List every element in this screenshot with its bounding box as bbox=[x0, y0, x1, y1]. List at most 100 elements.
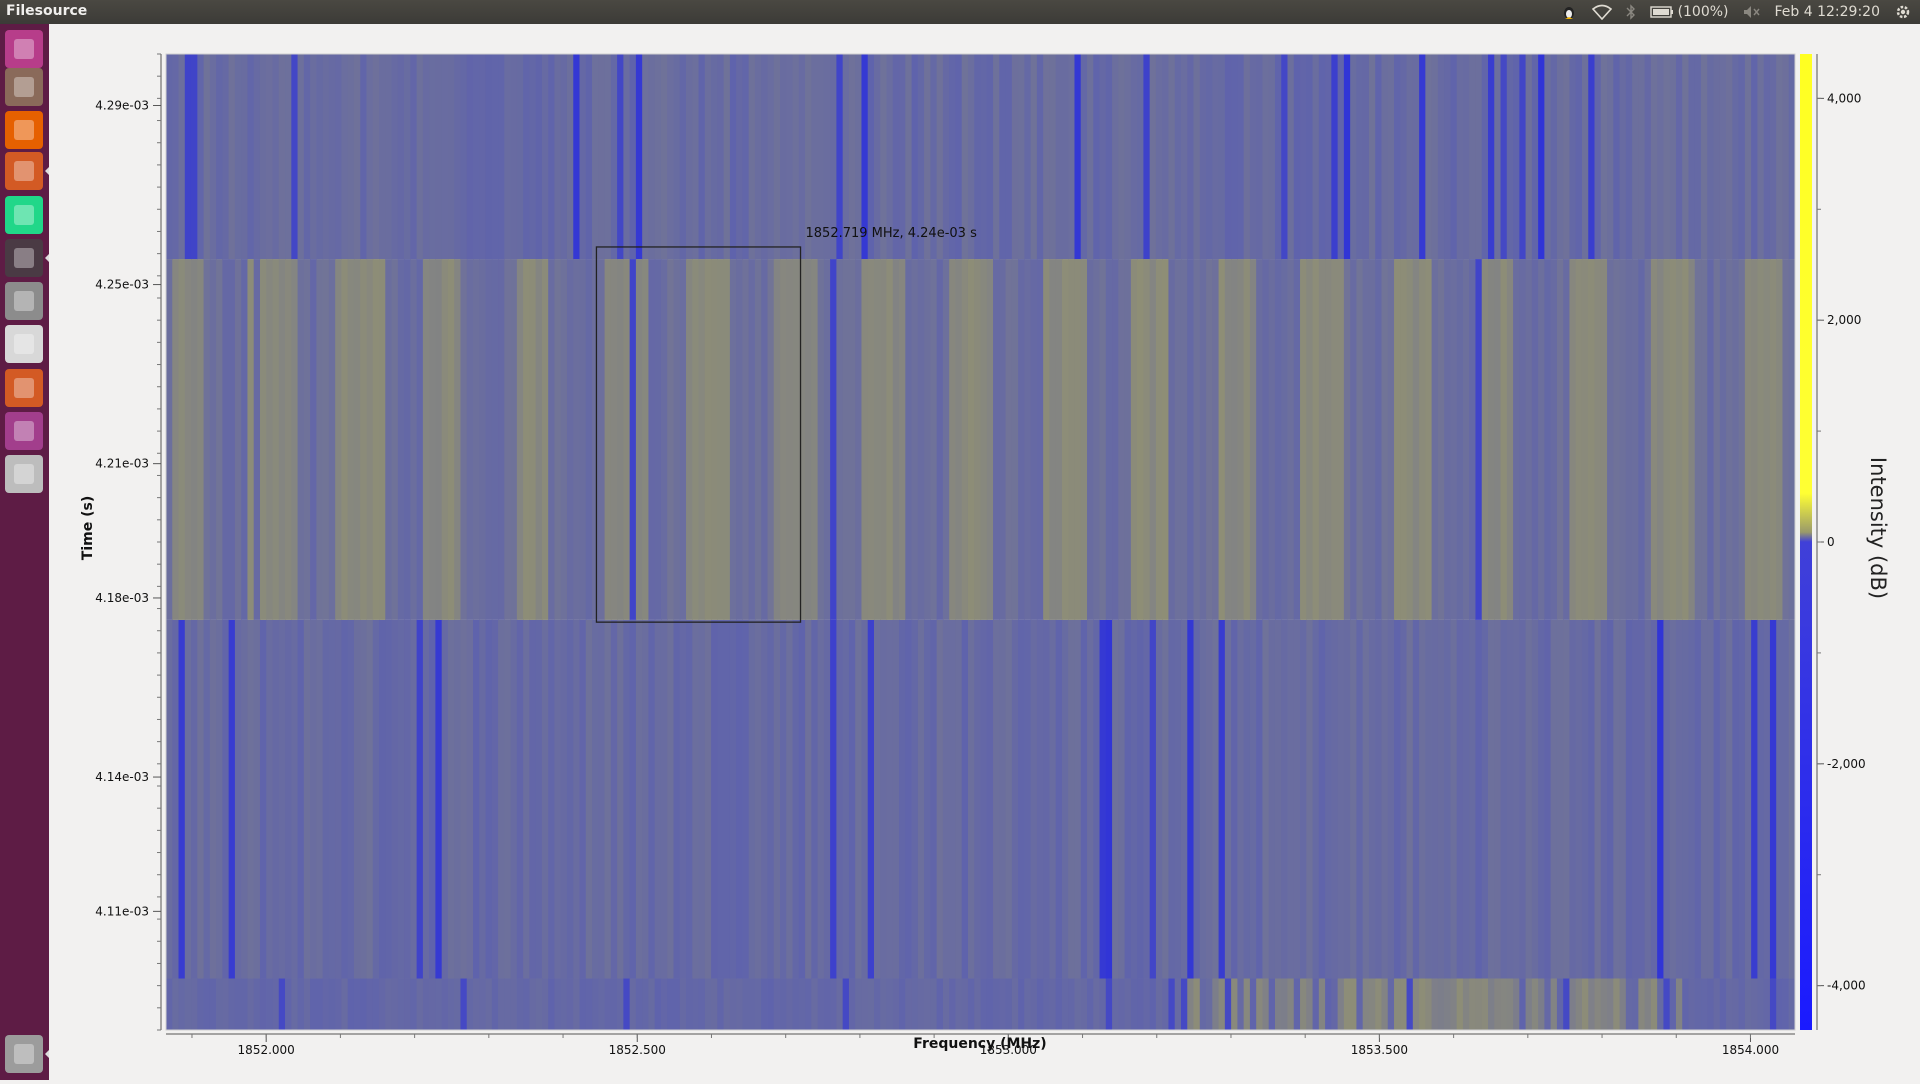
heatmap-cell bbox=[1525, 54, 1533, 260]
heatmap-cell bbox=[1130, 259, 1138, 620]
waterfall-plot[interactable]: 4.29e-03 4.25e-03 4.21e-03 4.18e-03 4.14e-03… bbox=[49, 24, 1920, 1080]
heatmap-cell bbox=[1713, 978, 1721, 1030]
heatmap-cell bbox=[184, 54, 192, 260]
gear-icon[interactable] bbox=[1894, 3, 1912, 21]
heatmap-cell bbox=[1030, 619, 1038, 979]
tux-icon[interactable] bbox=[1560, 3, 1578, 21]
heatmap-cell bbox=[566, 259, 574, 620]
heatmap-cell bbox=[805, 619, 812, 979]
heatmap-cell bbox=[1099, 54, 1107, 260]
files-icon[interactable] bbox=[5, 68, 43, 106]
heatmap-cell bbox=[1569, 619, 1577, 979]
volume-muted-icon[interactable] bbox=[1743, 5, 1761, 19]
heatmap-cell bbox=[980, 259, 988, 620]
heatmap-cell bbox=[1293, 259, 1301, 620]
heatmap-cell bbox=[435, 978, 443, 1030]
heatmap-cell bbox=[435, 259, 443, 620]
heatmap-cell bbox=[811, 54, 819, 260]
heatmap-cell bbox=[1036, 54, 1044, 260]
heatmap-cell bbox=[986, 259, 994, 620]
heatmap-cell bbox=[961, 978, 969, 1030]
heatmap-cell bbox=[654, 54, 662, 260]
heatmap-cell bbox=[1701, 259, 1708, 620]
heatmap-cell bbox=[905, 978, 913, 1030]
heatmap-cell bbox=[1061, 978, 1069, 1030]
heatmap-cell bbox=[1256, 54, 1264, 260]
heatmap-cell bbox=[711, 259, 718, 620]
heatmap-cell bbox=[510, 978, 518, 1030]
help-icon[interactable] bbox=[5, 282, 43, 320]
gnuradio-app-icon[interactable] bbox=[5, 369, 43, 407]
heatmap-cell bbox=[754, 619, 762, 979]
heatmap-cell bbox=[1087, 259, 1094, 620]
heatmap-cell bbox=[228, 54, 236, 260]
heatmap-cell bbox=[780, 619, 787, 979]
heatmap-cell bbox=[1337, 259, 1345, 620]
heatmap-cell bbox=[541, 619, 549, 979]
heatmap-cell bbox=[529, 259, 537, 620]
heatmap-cell bbox=[1331, 54, 1339, 260]
heatmap-cell bbox=[1356, 259, 1364, 620]
heatmap-cell bbox=[1751, 619, 1759, 979]
bluetooth-icon[interactable] bbox=[1626, 4, 1636, 20]
heatmap-cell bbox=[836, 259, 844, 620]
heatmap-cell bbox=[372, 259, 380, 620]
heatmap-cell bbox=[792, 259, 800, 620]
heatmap-cell bbox=[1343, 54, 1351, 260]
heatmap-cell bbox=[197, 978, 205, 1030]
heatmap-cell bbox=[1619, 619, 1627, 979]
heatmap-cell bbox=[278, 54, 286, 260]
heatmap-cell bbox=[234, 619, 242, 979]
heatmap-cell bbox=[742, 54, 750, 260]
heatmap-cell bbox=[1231, 978, 1238, 1030]
heatmap-cell bbox=[1726, 619, 1733, 979]
heatmap-cell bbox=[391, 978, 399, 1030]
heatmap-cell bbox=[1669, 619, 1677, 979]
window-app-icon[interactable] bbox=[5, 412, 43, 450]
heatmap-cell bbox=[253, 619, 261, 979]
heatmap-cell bbox=[1707, 54, 1715, 260]
heatmap-cell bbox=[598, 259, 606, 620]
heatmap-cell bbox=[1425, 619, 1433, 979]
heatmap-cell bbox=[961, 259, 969, 620]
gnuradio-companion-icon[interactable] bbox=[5, 152, 43, 190]
plot-canvas[interactable]: 4.29e-03 4.25e-03 4.21e-03 4.18e-03 4.14e-03… bbox=[49, 24, 1920, 1080]
heatmap-cell bbox=[955, 54, 963, 260]
heatmap-cell bbox=[278, 259, 286, 620]
disk-drive-icon[interactable] bbox=[5, 455, 43, 493]
heatmap-cell bbox=[1757, 619, 1765, 979]
heatmap-cell bbox=[1494, 978, 1502, 1030]
heatmap-cell bbox=[836, 619, 844, 979]
heatmap-cell bbox=[1437, 619, 1445, 979]
cursor-selection-box[interactable] bbox=[595, 246, 802, 623]
heatmap-cell bbox=[1105, 54, 1113, 260]
heatmap-cell bbox=[1187, 54, 1195, 260]
terminal-window-icon[interactable] bbox=[5, 239, 43, 277]
heatmap-cell bbox=[1306, 54, 1314, 260]
firefox-icon[interactable] bbox=[5, 111, 43, 149]
heatmap-cell bbox=[679, 259, 687, 620]
dash-home-icon[interactable] bbox=[5, 30, 43, 68]
text-editor-icon[interactable] bbox=[5, 325, 43, 363]
heatmap-cell bbox=[1625, 978, 1633, 1030]
clock[interactable]: Feb 4 12:29:20 bbox=[1774, 4, 1880, 20]
wifi-icon[interactable] bbox=[1591, 4, 1612, 20]
heatmap-cell bbox=[867, 54, 875, 260]
y-tick-label: 4.18e-03 bbox=[95, 591, 149, 605]
trash-icon[interactable] bbox=[5, 1035, 43, 1073]
heatmap-cell bbox=[1657, 619, 1665, 979]
heatmap-cell bbox=[1193, 619, 1201, 979]
heatmap-cell bbox=[1024, 259, 1032, 620]
heatmap-cell bbox=[1575, 54, 1583, 260]
heatmap-cell bbox=[216, 978, 223, 1030]
heatmap-cell bbox=[310, 619, 317, 979]
heatmap-cell bbox=[209, 54, 217, 260]
heatmap-cell bbox=[1469, 54, 1477, 260]
heatmap-cell bbox=[272, 978, 280, 1030]
pycharm-icon[interactable] bbox=[5, 196, 43, 234]
battery-indicator[interactable]: (100%) bbox=[1649, 4, 1729, 20]
heatmap-cell bbox=[911, 619, 919, 979]
heatmap-cell bbox=[792, 54, 800, 260]
heatmap-cell bbox=[266, 978, 274, 1030]
heatmap-cell bbox=[1744, 259, 1752, 620]
